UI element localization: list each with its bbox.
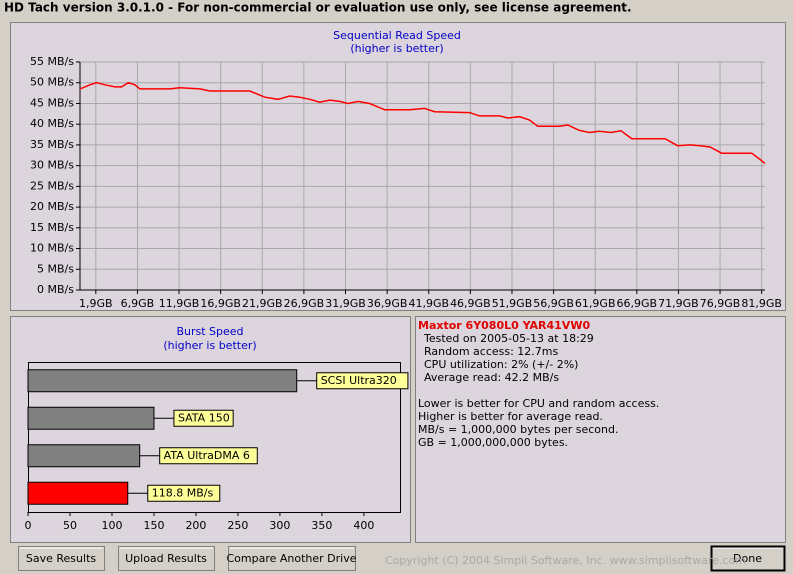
info-line: CPU utilization: 2% (+/- 2%) [424,358,578,371]
info-note: Higher is better for average read. [418,410,603,423]
y-tick-label: 45 MB/s [30,96,74,109]
button-face [228,546,356,571]
bar [27,406,155,430]
x-tick-label: 41,9GB [408,297,449,310]
label-box [316,372,409,390]
button-label[interactable]: Compare Another Drive [226,552,356,565]
info-line: Random access: 12.7ms [424,345,559,358]
chart-subtitle: (higher is better) [163,339,256,352]
plot-box [28,362,401,513]
y-tick-label: 50 MB/s [30,76,74,89]
y-tick-label: 30 MB/s [30,159,74,172]
y-tick-label: 35 MB/s [30,138,74,151]
x-tick-label: 61,9GB [575,297,616,310]
button-face [18,546,105,571]
button-label[interactable]: Save Results [26,552,96,565]
info-note: Lower is better for CPU and random acces… [418,397,659,410]
x-tick-label: 81,9GB [741,297,782,310]
y-tick-label: 0 MB/s [37,283,74,296]
y-tick-label: 20 MB/s [30,200,74,213]
x-tick-label: 100 [101,519,122,532]
x-tick-label: 250 [227,519,248,532]
x-tick-label: 350 [311,519,332,532]
info-note: GB = 1,000,000,000 bytes. [418,436,568,449]
copyright: Copyright (C) 2004 Simpli Software, Inc.… [385,554,746,567]
y-tick-label: 15 MB/s [30,221,74,234]
bar [27,369,298,393]
x-tick-label: 200 [185,519,206,532]
y-tick-label: 25 MB/s [30,179,74,192]
label-box [147,484,221,502]
x-tick-label: 21,9GB [242,297,283,310]
drive-name: Maxtor 6Y080L0 YAR41VW0 [418,319,590,332]
read-speed-line [79,81,766,165]
y-tick-label: 5 MB/s [37,262,74,275]
x-tick-label: 300 [269,519,290,532]
read-panel [10,22,786,311]
button-face [710,545,786,572]
x-tick-label: 31,9GB [325,297,366,310]
x-tick-label: 26,9GB [284,297,325,310]
x-tick-label: 56,9GB [533,297,574,310]
x-tick-label: 71,9GB [658,297,699,310]
x-tick-label: 50 [63,519,77,532]
x-tick-label: 400 [353,519,374,532]
button[interactable]: Save Results [18,546,105,571]
info-note: MB/s = 1,000,000 bytes per second. [418,423,618,436]
y-tick-label: 55 MB/s [30,55,74,68]
bar [27,444,141,468]
label-box [159,447,258,465]
x-tick-label: 6,9GB [121,297,155,310]
chart-title: Sequential Read Speed [333,29,461,42]
value-label: 118.8 MB/s [152,486,214,499]
button[interactable]: Upload Results [118,546,215,571]
y-tick-label: 10 MB/s [30,242,74,255]
x-tick-label: 150 [143,519,164,532]
x-tick-label: 51,9GB [492,297,533,310]
x-tick-label: 36,9GB [367,297,408,310]
x-tick-label: 66,9GB [617,297,658,310]
x-tick-label: 46,9GB [450,297,491,310]
x-tick-label: 11,9GB [159,297,200,310]
x-tick-label: 0 [25,519,32,532]
info-line: Average read: 42.2 MB/s [424,371,559,384]
bar-label: SCSI Ultra320 [321,374,397,387]
x-tick-label: 1,9GB [79,297,113,310]
chart-subtitle: (higher is better) [350,42,443,55]
button[interactable]: Compare Another Drive [226,546,357,571]
buttons: Save Results Upload Results Compare Anothe… [18,545,786,572]
label-box [173,409,234,427]
window-title: HD Tach version 3.0.1.0 - For non-commer… [4,1,632,15]
bar-label: ATA UltraDMA 6 [164,449,250,462]
chart-title: Burst Speed [176,325,243,338]
bar-label: SATA 150 [178,411,230,424]
y-tick-label: 40 MB/s [30,117,74,130]
info-line: Tested on 2005-05-13 at 18:29 [423,332,594,345]
button-label[interactable]: Upload Results [125,552,207,565]
button-face [118,546,215,571]
x-tick-label: 76,9GB [700,297,741,310]
info-panel [415,316,786,543]
bar [27,481,129,505]
x-tick-label: 16,9GB [200,297,241,310]
button[interactable]: Done [710,545,786,572]
button-label[interactable]: Done [733,552,762,565]
